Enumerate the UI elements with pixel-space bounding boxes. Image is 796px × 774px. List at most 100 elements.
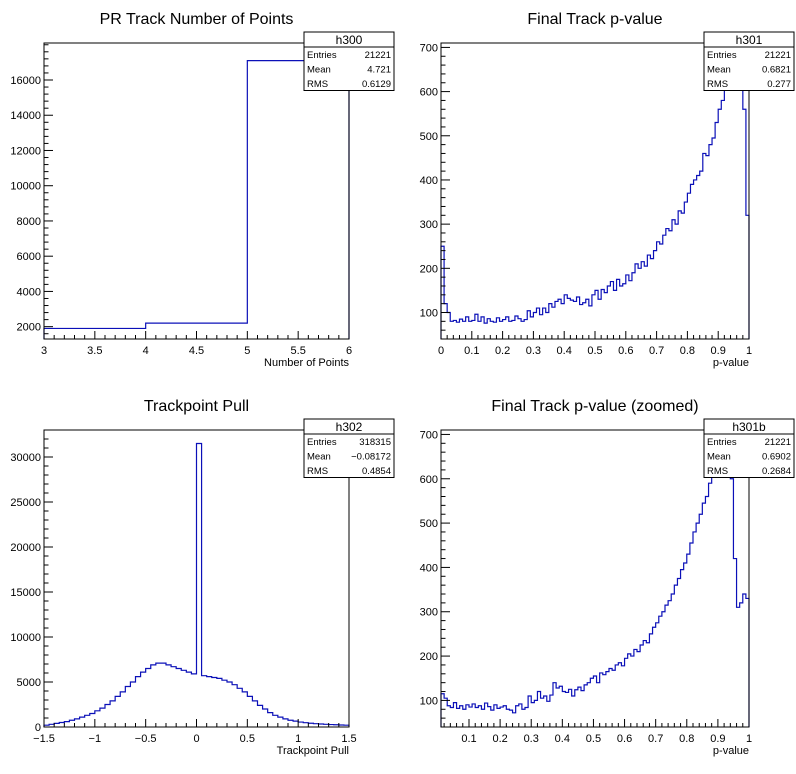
y-tick-label: 100 (420, 307, 438, 319)
x-tick-label: 0.1 (464, 345, 479, 357)
x-tick-label: 0.2 (492, 733, 507, 745)
x-tick-label: 1.5 (341, 733, 356, 745)
stats-row-value: −0.08172 (351, 452, 391, 463)
stats-row-label: Entries (707, 437, 737, 448)
y-tick-label: 4000 (17, 286, 41, 298)
y-tick-label: 10000 (10, 181, 41, 193)
stats-row-value: 0.2684 (762, 466, 791, 477)
x-tick-label: 6 (346, 345, 352, 357)
chart-title: Trackpoint Pull (144, 398, 249, 415)
stats-box-frame (303, 418, 395, 478)
x-tick-label: −1 (89, 733, 102, 745)
x-tick-label: 0.8 (680, 345, 695, 357)
y-tick-label: 25000 (10, 497, 41, 509)
x-tick-label: 0 (193, 733, 199, 745)
plot-frame (440, 429, 750, 728)
histogram-panel-4: 0.1 0.2 0.3 0.4 0.5 0.6 0.7 0.8 0.9 1 100 200 300 400… (420, 398, 795, 757)
y-tick-label: 400 (420, 562, 438, 574)
stats-box-frame (703, 418, 795, 478)
plot-frame (43, 42, 350, 340)
stats-row-label: RMS (707, 79, 728, 90)
y-tick-label: 8000 (17, 216, 41, 228)
y-tick-label: 100 (420, 695, 438, 707)
stats-row-value: 21221 (765, 437, 791, 448)
stats-box: h301b Entries 21221 Mean 0.6902 RMS 0.2684 (703, 418, 795, 478)
stats-box-name: h302 (336, 420, 363, 434)
y-tick-label: 16000 (10, 75, 41, 87)
x-tick-label: 5.5 (291, 345, 306, 357)
stats-box-frame (303, 31, 395, 91)
x-tick-label: 1 (746, 345, 752, 357)
x-axis-label: Trackpoint Pull (277, 745, 349, 757)
stats-box: h302 Entries 318315 Mean −0.08172 RMS 0.4854 (303, 418, 395, 478)
x-tick-label: −1.5 (33, 733, 55, 745)
y-tick-label: 2000 (17, 322, 41, 334)
y-tick-label: 600 (420, 474, 438, 486)
stats-row-label: Mean (707, 65, 731, 76)
x-tick-label: 0.6 (618, 345, 633, 357)
x-tick-label: 0.9 (711, 345, 726, 357)
y-tick-label: 0 (35, 722, 41, 734)
x-tick-label: 0.5 (587, 345, 602, 357)
x-tick-label: 0.3 (524, 733, 539, 745)
x-tick-label: 0.4 (557, 345, 572, 357)
stats-row-label: Mean (307, 452, 331, 463)
x-tick-label: 0.3 (526, 345, 541, 357)
stats-row-label: Entries (307, 50, 337, 61)
histogram-line (440, 429, 750, 727)
stats-row-value: 21221 (765, 50, 791, 61)
x-tick-label: 0.2 (495, 345, 510, 357)
y-tick-label: 30000 (10, 452, 41, 464)
stats-row-value: 0.277 (767, 79, 791, 90)
stats-row-value: 318315 (359, 437, 391, 448)
x-axis-label: Number of Points (264, 357, 349, 369)
histogram-panel-2: 0 0.1 0.2 0.3 0.4 0.5 0.6 0.7 0.8 0.9 1 100 200 300 40… (420, 11, 795, 369)
x-tick-label: 0.5 (586, 733, 601, 745)
stats-row-value: 4.721 (367, 65, 391, 76)
x-tick-label: 0.7 (649, 345, 664, 357)
x-tick-label: 3.5 (87, 345, 102, 357)
x-axis-label: p-value (713, 357, 749, 369)
y-tick-label: 10000 (10, 632, 41, 644)
y-tick-label: 700 (420, 429, 438, 441)
chart-title: PR Track Number of Points (100, 11, 294, 28)
y-tick-label: 300 (420, 607, 438, 619)
stats-box-frame (703, 31, 795, 91)
stats-box-name: h301 (736, 33, 763, 47)
x-tick-label: 0.7 (648, 733, 663, 745)
y-tick-label: 12000 (10, 145, 41, 157)
x-tick-label: 0.5 (240, 733, 255, 745)
x-tick-label: 0.8 (679, 733, 694, 745)
x-tick-label: 1 (295, 733, 301, 745)
histogram-panel-1: 3 3.5 4 4.5 5 5.5 6 2000 4000 6000 8000 10000 12000 1… (10, 11, 395, 369)
chart-title: Final Track p-value (zoomed) (491, 398, 698, 415)
y-tick-label: 20000 (10, 542, 41, 554)
x-tick-label: 5 (244, 345, 250, 357)
x-tick-label: 0 (438, 345, 444, 357)
stats-row-label: Entries (707, 50, 737, 61)
stats-box-name: h300 (336, 33, 363, 47)
stats-box: h301 Entries 21221 Mean 0.6821 RMS 0.277 (703, 31, 795, 91)
stats-row-value: 0.4854 (362, 466, 391, 477)
stats-row-label: RMS (307, 79, 328, 90)
stats-box-name: h301b (732, 420, 766, 434)
histogram-panel-3: −1.5 −1 −0.5 0 0.5 1 1.5 0 5000 10000 15000 20000 25… (10, 398, 395, 757)
x-axis-label: p-value (713, 745, 749, 757)
y-tick-label: 600 (420, 87, 438, 99)
x-tick-label: −0.5 (135, 733, 157, 745)
y-tick-label: 400 (420, 175, 438, 187)
y-tick-label: 6000 (17, 251, 41, 263)
stats-row-label: RMS (707, 466, 728, 477)
stats-box: h300 Entries 21221 Mean 4.721 RMS 0.6129 (303, 31, 395, 91)
histogram-line (440, 42, 750, 339)
x-tick-label: 3 (41, 345, 47, 357)
chart-title: Final Track p-value (527, 11, 662, 28)
x-tick-label: 0.9 (710, 733, 725, 745)
x-tick-label: 0.6 (617, 733, 632, 745)
stats-row-label: RMS (307, 466, 328, 477)
y-tick-label: 14000 (10, 110, 41, 122)
stats-row-value: 0.6902 (762, 452, 791, 463)
stats-row-value: 0.6821 (762, 65, 791, 76)
stats-row-value: 0.6129 (362, 79, 391, 90)
x-tick-label: 1 (746, 733, 752, 745)
